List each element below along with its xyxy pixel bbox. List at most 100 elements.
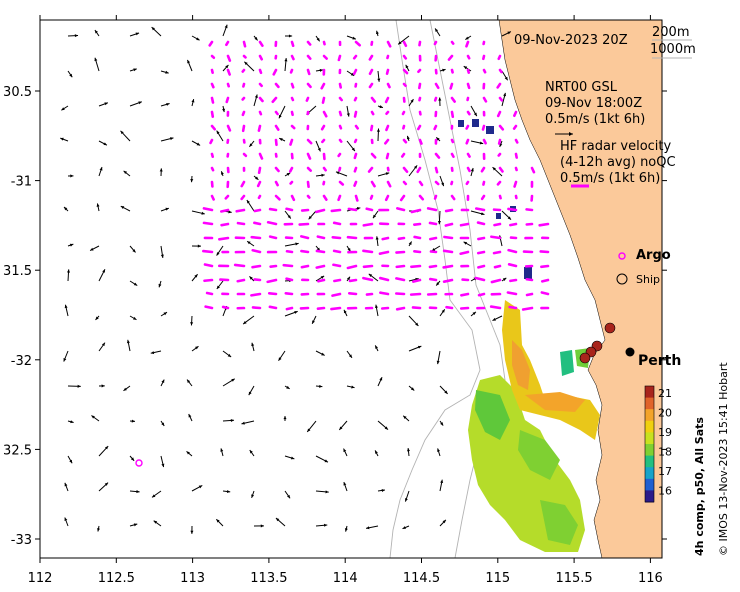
model-vector (97, 525, 101, 532)
radar-vector (386, 54, 390, 60)
radar-vector (498, 68, 503, 74)
radar-vector (241, 110, 246, 117)
radar-vector (338, 96, 343, 102)
model-vector (377, 70, 381, 82)
radar-vector (459, 250, 470, 256)
model-vector (315, 350, 325, 356)
radar-vector (236, 278, 246, 283)
radar-vector (450, 194, 456, 201)
radar-vector (268, 305, 278, 310)
radar-vector (354, 124, 359, 130)
radar-vector (386, 180, 392, 188)
model-vector (64, 517, 69, 527)
radar-vector (290, 96, 295, 102)
model-vector (377, 488, 386, 492)
radar-vector (218, 236, 230, 241)
radar-vector (493, 222, 502, 227)
radar-vector (442, 278, 454, 284)
model-vector (222, 24, 228, 37)
radar-vector (300, 264, 310, 269)
model-vector (63, 206, 69, 212)
radar-vector (353, 138, 358, 144)
model-vector (160, 137, 174, 142)
colorbar-swatch (645, 444, 654, 457)
model-vector (246, 240, 255, 247)
model-vector (123, 170, 131, 177)
radar-vector (480, 194, 486, 201)
radar-vector (410, 264, 422, 269)
radar-vector (306, 152, 312, 160)
radar-vector (272, 68, 278, 76)
radar-vector (433, 124, 438, 131)
radar-vector (379, 291, 390, 296)
model-vector (346, 105, 350, 117)
radar-vector (474, 207, 486, 212)
radar-vector (402, 124, 406, 130)
radar-vector (476, 250, 486, 255)
radar-vector (466, 152, 471, 158)
radar-vector (368, 54, 374, 61)
model-vector (434, 28, 441, 37)
radar-vector (354, 40, 361, 47)
radar-vector (514, 152, 518, 159)
radar-vector (242, 152, 248, 158)
radar-vector (241, 96, 246, 101)
radar-vector (284, 291, 294, 296)
x-tick-label: 114.5 (403, 571, 440, 586)
radar-vector (210, 96, 215, 104)
radar-vector (289, 68, 294, 74)
radar-vector (496, 110, 502, 118)
radar-vector (395, 306, 406, 311)
model-vector (222, 105, 226, 113)
radar-vector (509, 222, 518, 227)
model-vector (437, 210, 441, 225)
radar-vector (496, 180, 502, 186)
ship-legend-marker (616, 273, 628, 285)
radar-vector (269, 264, 278, 268)
radar-vector (338, 124, 343, 130)
radar-vector (428, 277, 438, 282)
radar-vector (506, 291, 518, 296)
model-vector (315, 173, 325, 177)
radar-vector (219, 208, 230, 213)
radar-vector (362, 276, 374, 282)
model-vector (159, 168, 163, 177)
colorbar-swatch (645, 420, 654, 433)
radar-vector (202, 207, 214, 212)
x-tick-label: 115.5 (555, 571, 592, 586)
model-vector (284, 34, 293, 38)
radar-vector (498, 166, 504, 173)
radar-vector (413, 235, 422, 240)
model-vector (501, 277, 507, 282)
model-vector (67, 243, 74, 247)
colorbar-tick-label: 20 (658, 407, 672, 420)
radar-vector (385, 152, 390, 160)
model-vector (375, 236, 379, 247)
radar-vector (290, 54, 295, 61)
model-vector (96, 203, 100, 212)
model-vector (404, 490, 410, 502)
radar-vector (466, 68, 471, 74)
radar-vector (434, 82, 440, 90)
radar-vector (317, 278, 326, 283)
model-vector (129, 245, 136, 253)
radar-vector (290, 194, 296, 202)
radar-vector (338, 138, 343, 143)
model-vector (501, 31, 512, 37)
radar-vector (266, 278, 278, 284)
radar-vector (525, 292, 534, 297)
radar-vector (418, 180, 424, 187)
radar-vector (449, 82, 454, 90)
model-vector (186, 379, 193, 387)
radar-vector (482, 180, 486, 186)
model-vector (284, 385, 290, 390)
x-tick-label: 113 (180, 571, 205, 586)
radar-vector (474, 276, 486, 282)
radar-vector (256, 180, 262, 188)
radar-vector (362, 249, 374, 254)
model-vector (98, 445, 109, 457)
radar-vector (306, 180, 310, 189)
radar-vector (482, 138, 487, 145)
model-vector (315, 384, 323, 388)
radar-vector (450, 110, 455, 118)
